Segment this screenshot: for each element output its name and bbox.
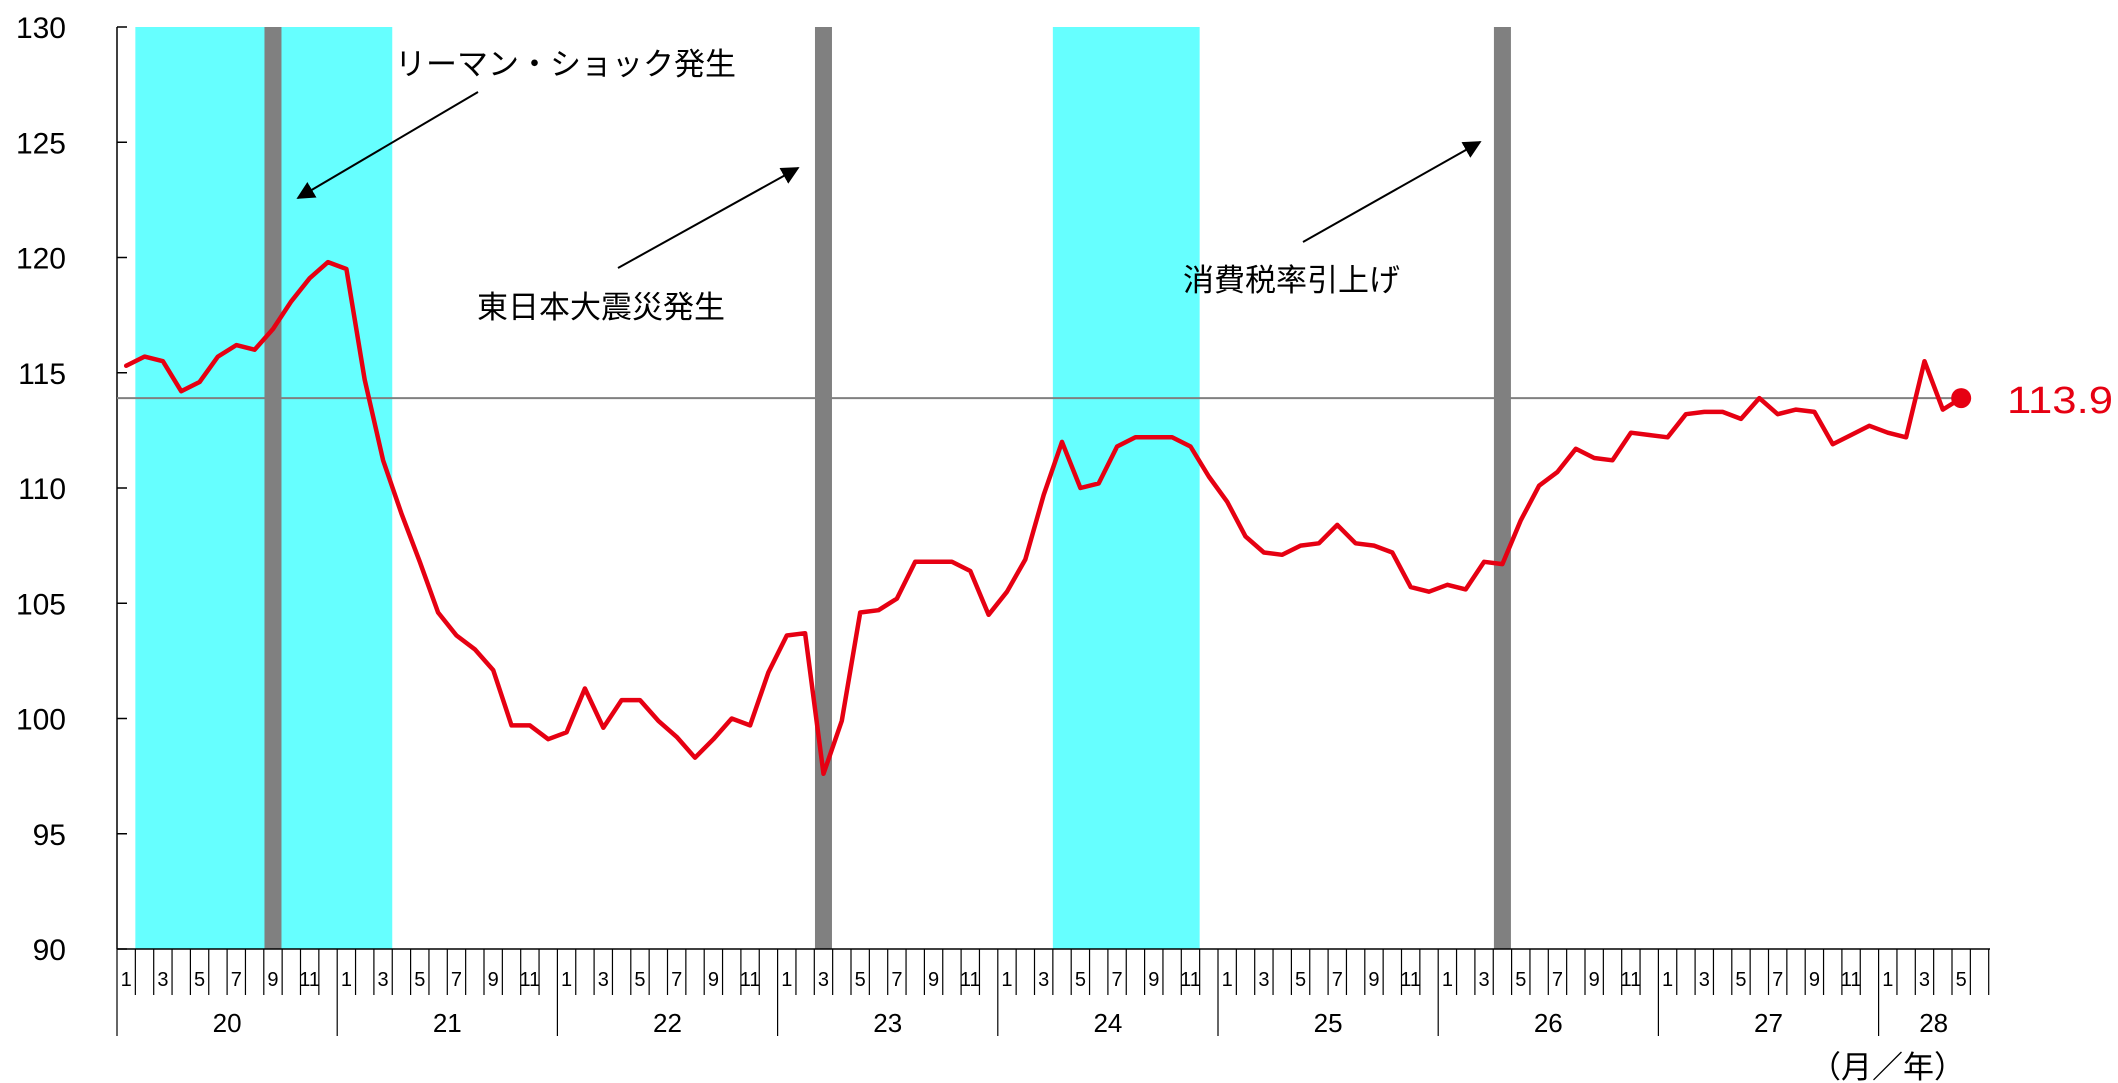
month-tick-label: 5 xyxy=(1075,969,1086,991)
month-tick-label: 1 xyxy=(1222,969,1233,991)
series-group xyxy=(123,259,1972,777)
month-tick-label: 7 xyxy=(451,969,462,991)
month-tick-label: 1 xyxy=(1882,969,1893,991)
month-tick-label: 9 xyxy=(488,969,499,991)
annotation-arrow xyxy=(1302,141,1482,243)
event-bars xyxy=(264,27,1511,949)
month-tick-label: 11 xyxy=(740,969,761,991)
month-tick-label: 3 xyxy=(1699,969,1710,991)
year-tick-label: 20 xyxy=(213,1008,242,1038)
month-tick-label: 3 xyxy=(1479,969,1490,991)
month-tick-label: 5 xyxy=(1295,969,1306,991)
month-tick-label: 7 xyxy=(1552,969,1563,991)
y-tick-label: 100 xyxy=(16,704,66,737)
shaded-period xyxy=(135,27,393,949)
month-tick-label: 3 xyxy=(1919,969,1930,991)
month-tick-label: 5 xyxy=(634,969,645,991)
month-tick-label: 9 xyxy=(1589,969,1600,991)
month-tick-label: 1 xyxy=(781,969,792,991)
event-bar xyxy=(264,27,282,949)
month-tick-label: 7 xyxy=(1332,969,1343,991)
month-tick-label: 5 xyxy=(1515,969,1526,991)
annotation-label: リーマン・ショック発生 xyxy=(395,47,736,83)
y-tick-label: 95 xyxy=(33,819,66,852)
year-tick-label: 24 xyxy=(1093,1008,1122,1038)
year-tick-label: 26 xyxy=(1534,1008,1563,1038)
month-tick-label: 1 xyxy=(1001,969,1012,991)
shaded-period xyxy=(1052,27,1200,949)
annotation-label: 消費税率引上げ xyxy=(1183,263,1400,299)
y-tick-label: 105 xyxy=(16,588,66,621)
month-tick-label: 5 xyxy=(1735,969,1746,991)
annotation-arrow xyxy=(617,167,800,269)
month-tick-label: 11 xyxy=(960,969,981,991)
month-tick-label: 5 xyxy=(414,969,425,991)
month-tick-label: 3 xyxy=(1038,969,1049,991)
annotation-label: 東日本大震災発生 xyxy=(477,290,725,326)
y-tick-label: 120 xyxy=(16,243,66,276)
month-tick-label: 11 xyxy=(299,969,320,991)
month-tick-label: 1 xyxy=(341,969,352,991)
year-tick-label: 27 xyxy=(1754,1008,1783,1038)
month-tick-label: 9 xyxy=(1148,969,1159,991)
month-tick-label: 1 xyxy=(1662,969,1673,991)
last-value-label: 113.9 xyxy=(2007,380,2113,422)
shaded-periods xyxy=(135,27,1200,949)
month-tick-label: 3 xyxy=(1258,969,1269,991)
month-tick-label: 5 xyxy=(1956,969,1967,991)
y-tick-label: 115 xyxy=(18,358,66,391)
month-tick-label: 11 xyxy=(1400,969,1421,991)
month-tick-label: 9 xyxy=(928,969,939,991)
annotation-arrow xyxy=(296,91,479,199)
month-tick-label: 11 xyxy=(519,969,540,991)
month-tick-label: 3 xyxy=(598,969,609,991)
event-bar xyxy=(814,27,832,949)
last-data-point xyxy=(1951,388,1972,409)
y-tick-label: 130 xyxy=(16,12,66,45)
month-tick-label: 9 xyxy=(1809,969,1820,991)
month-tick-label: 5 xyxy=(855,969,866,991)
month-tick-label: 11 xyxy=(1620,969,1641,991)
y-tick-label: 125 xyxy=(16,127,66,160)
year-tick-label: 23 xyxy=(873,1008,902,1038)
year-tick-label: 25 xyxy=(1314,1008,1343,1038)
month-tick-label: 3 xyxy=(157,969,168,991)
month-tick-label: 9 xyxy=(267,969,278,991)
month-tick-label: 5 xyxy=(194,969,205,991)
month-tick-label: 9 xyxy=(1368,969,1379,991)
series-line xyxy=(123,259,1964,777)
year-tick-label: 22 xyxy=(653,1008,682,1038)
month-tick-label: 11 xyxy=(1180,969,1201,991)
y-tick-label: 90 xyxy=(33,934,66,967)
year-tick-label: 21 xyxy=(433,1008,462,1038)
x-unit-label: （月／年） xyxy=(1810,1050,1965,1083)
month-tick-label: 1 xyxy=(561,969,572,991)
y-tick-label: 110 xyxy=(18,473,66,506)
month-tick-label: 3 xyxy=(818,969,829,991)
month-tick-label: 7 xyxy=(231,969,242,991)
month-tick-label: 9 xyxy=(708,969,719,991)
month-tick-label: 7 xyxy=(671,969,682,991)
year-tick-label: 28 xyxy=(1919,1008,1948,1038)
month-tick-label: 7 xyxy=(1112,969,1123,991)
event-bar xyxy=(1493,27,1511,949)
month-tick-label: 1 xyxy=(1442,969,1453,991)
month-tick-label: 1 xyxy=(121,969,132,991)
month-tick-label: 7 xyxy=(1772,969,1783,991)
month-tick-label: 3 xyxy=(378,969,389,991)
month-tick-label: 7 xyxy=(891,969,902,991)
month-tick-label: 11 xyxy=(1841,969,1862,991)
